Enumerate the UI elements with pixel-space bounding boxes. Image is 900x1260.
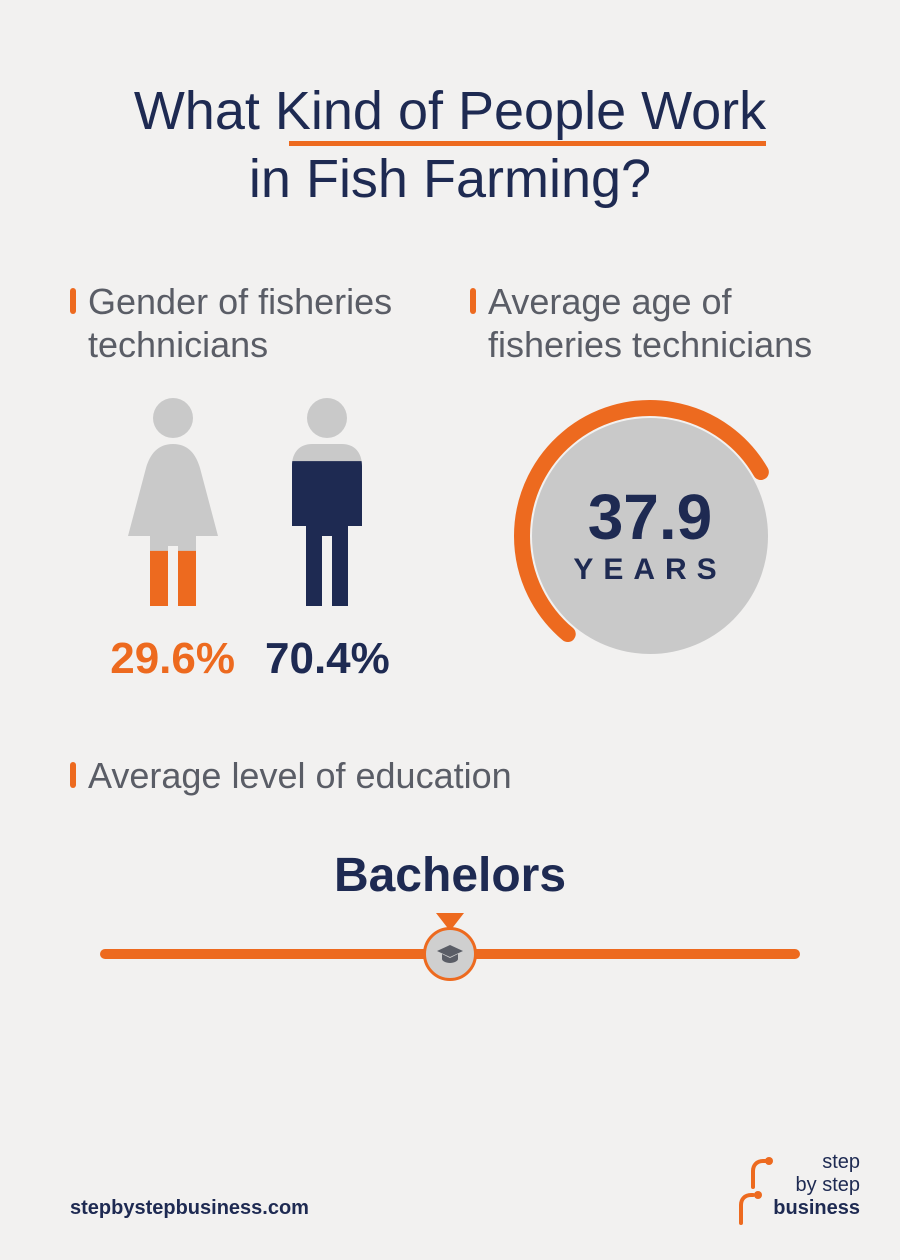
gender-column: Gender of fisheries technicians	[70, 280, 430, 684]
bullet-icon	[470, 288, 476, 314]
gender-label: Gender of fisheries technicians	[88, 280, 430, 366]
age-label: Average age of fisheries technicians	[488, 280, 830, 366]
infographic-container: What Kind of People Work in Fish Farming…	[0, 0, 900, 999]
title-block: What Kind of People Work in Fish Farming…	[70, 80, 830, 210]
footer-url: stepbystepbusiness.com	[70, 1197, 309, 1220]
female-figure-wrap: 29.6%	[110, 396, 235, 684]
graduation-cap-icon	[423, 927, 477, 981]
logo-steps-icon	[733, 1155, 773, 1225]
stats-row: Gender of fisheries technicians	[70, 280, 830, 684]
bullet-icon	[70, 762, 76, 788]
gender-header: Gender of fisheries technicians	[70, 280, 430, 366]
title-line-2: in Fish Farming?	[70, 148, 830, 210]
footer: stepbystepbusiness.com step by step busi…	[70, 1151, 860, 1220]
female-icon	[118, 396, 228, 616]
education-section: Average level of education Bachelors	[70, 754, 830, 958]
education-label: Average level of education	[88, 754, 512, 797]
logo-line-1: step	[773, 1151, 860, 1174]
education-line	[100, 949, 800, 959]
age-header: Average age of fisheries technicians	[470, 280, 830, 366]
education-value-wrap: Bachelors	[70, 848, 830, 959]
education-value: Bachelors	[70, 848, 830, 903]
logo-line-2: by step	[773, 1174, 860, 1197]
logo: step by step business	[743, 1151, 860, 1220]
logo-line-3: business	[773, 1197, 860, 1220]
education-header: Average level of education	[70, 754, 830, 797]
age-column: Average age of fisheries technicians 37.…	[470, 280, 830, 684]
age-unit: YEARS	[573, 553, 726, 587]
age-text: 37.9 YEARS	[573, 485, 726, 587]
male-figure-wrap: 70.4%	[265, 396, 390, 684]
male-percent: 70.4%	[265, 634, 390, 684]
age-value: 37.9	[573, 485, 726, 549]
age-ring-wrap: 37.9 YEARS	[470, 396, 830, 676]
age-ring: 37.9 YEARS	[510, 396, 790, 676]
gender-figures: 29.6%	[70, 396, 430, 684]
bullet-icon	[70, 288, 76, 314]
title-line-1: What Kind of People Work	[134, 80, 766, 142]
female-percent: 29.6%	[110, 634, 235, 684]
male-icon	[272, 396, 382, 616]
